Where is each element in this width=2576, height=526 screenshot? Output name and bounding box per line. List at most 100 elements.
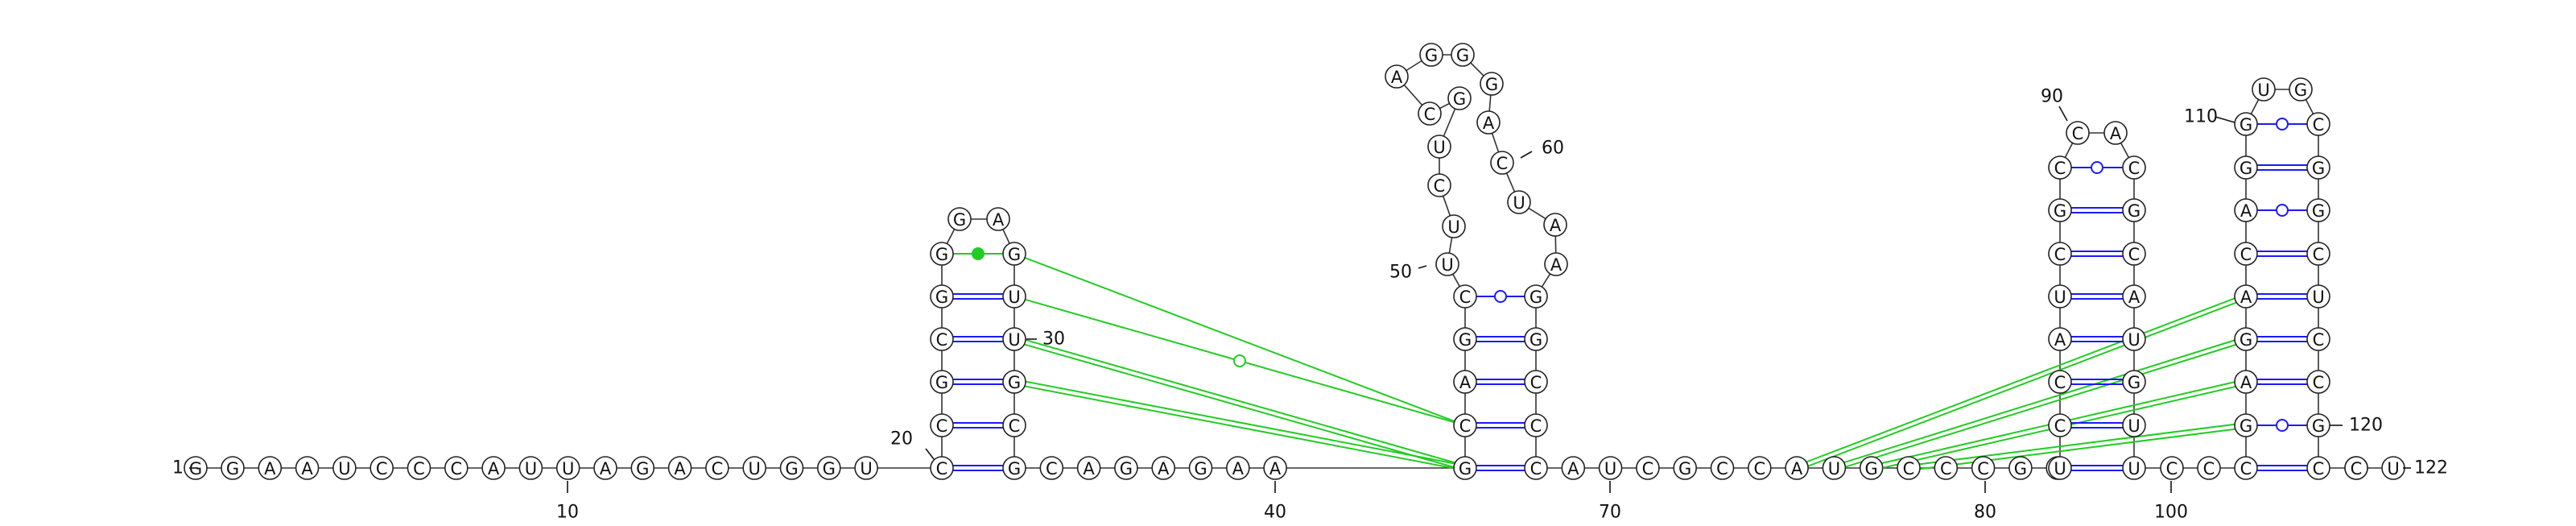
nucleotide-letter: A (2240, 288, 2252, 307)
nucleotide-circle (2122, 284, 2146, 309)
nucleotide-circle (742, 456, 767, 480)
nucleotide-letter: U (2128, 416, 2140, 436)
nucleotide-letter: U (1828, 459, 1840, 478)
nucleotide-letter: G (2128, 201, 2140, 221)
nucleotide-circle (2048, 155, 2072, 180)
nucleotide-letter: C (1530, 416, 1542, 436)
nucleotide-circle (2234, 242, 2258, 266)
nucleotide-letter: U (562, 459, 574, 478)
nucleotide-circle (2103, 121, 2128, 145)
nucleotide-letter: A (301, 459, 313, 478)
nucleotide-circle (221, 456, 245, 480)
position-label: 50 (1389, 263, 1412, 283)
nucleotide-circle (2234, 456, 2258, 480)
position-label: 80 (1974, 503, 1996, 523)
nucleotide-letter: C (2313, 245, 2325, 264)
nucleotide-letter: U (1513, 193, 1525, 213)
nucleotide-circle (2048, 327, 2072, 351)
nucleotide-circle (2122, 155, 2146, 180)
nucleotide-circle (2306, 242, 2330, 266)
nucleotide-letter: A (2240, 201, 2252, 221)
nucleotide-circle (444, 456, 469, 480)
nucleotide-letter: A (1232, 459, 1245, 478)
nucleotide-letter: U (1433, 138, 1445, 157)
nucleotide-letter: C (1496, 154, 1509, 173)
nucleotide-letter: U (1441, 255, 1453, 275)
nucleotide-letter: C (712, 459, 724, 478)
nucleotide-letter: G (2240, 159, 2252, 178)
nucleotide-letter: G (2240, 115, 2252, 135)
nucleotide-circle (2048, 242, 2072, 266)
nucleotide-letter: C (1753, 459, 1765, 478)
nucleotide-letter: G (1530, 288, 1542, 307)
nucleotide-letter: G (189, 459, 202, 478)
position-tick (1418, 265, 1427, 269)
nucleotide-letter: G (935, 288, 948, 307)
nucleotide-circle (1859, 456, 1884, 480)
nucleotide-letter: A (1550, 255, 1563, 275)
nucleotide-circle (1114, 456, 1138, 480)
nucleotide-letter: A (1459, 373, 1472, 392)
position-label: 70 (1599, 503, 1621, 523)
nucleotide-letter: G (1485, 75, 1498, 94)
nucleotide-letter: C (1716, 459, 1728, 478)
nucleotide-circle (1427, 135, 1451, 159)
nucleotide-letter: U (2257, 81, 2269, 100)
nucleotide-circle (630, 456, 655, 480)
nucleotide-letter: G (935, 373, 948, 392)
nucleotide-circle (2197, 456, 2221, 480)
nucleotide-letter: G (953, 210, 966, 230)
tertiary-interaction-line (1013, 253, 1466, 426)
nucleotide-letter: C (2072, 124, 2084, 143)
nucleotide-circle (930, 327, 954, 351)
nucleotide-letter: U (2054, 459, 2066, 478)
nucleotide-letter: C (1046, 459, 1058, 478)
nucleotide-circle (1002, 456, 1026, 480)
wobble-pair-marker (2276, 419, 2289, 432)
nucleotide-letter: G (2014, 459, 2027, 478)
nucleotide-circle (2048, 456, 2072, 480)
position-label: 120 (2349, 416, 2383, 436)
nucleotide-circle (2234, 112, 2258, 136)
nucleotide-letter: G (2294, 81, 2307, 100)
position-label: 40 (1264, 503, 1286, 523)
nucleotide-circle (1453, 284, 1477, 309)
nucleotide-circle (1002, 327, 1026, 351)
nucleotide-circle (1934, 456, 1959, 480)
nucleotide-letter: A (1158, 459, 1170, 478)
nucleotide-letter: U (2387, 459, 2399, 478)
nucleotide-circle (555, 456, 580, 480)
nucleotide-circle (1673, 456, 1697, 480)
nucleotide-circle (593, 456, 617, 480)
nucleotide-letter: G (2312, 416, 2325, 436)
nucleotide-circle (2122, 413, 2146, 437)
nucleotide-circle (1480, 72, 1504, 96)
wobble-pair-marker (2091, 161, 2103, 174)
nucleotide-circle (779, 456, 804, 480)
nucleotide-letter: C (2203, 459, 2215, 478)
position-tick (1520, 151, 1533, 159)
nucleotide-circle (2306, 284, 2330, 309)
nucleotide-circle (2122, 370, 2146, 394)
tertiary-interaction-line (1013, 383, 1466, 471)
nucleotide-circle (1418, 101, 1442, 126)
nucleotide-letter: C (2313, 330, 2325, 350)
nucleotide-circle (2066, 121, 2090, 145)
nucleotide-circle (1435, 252, 1459, 276)
nucleotide-circle (2122, 198, 2146, 222)
nucleotide-letter: A (1567, 459, 1579, 478)
nucleotide-circle (930, 370, 954, 394)
nucleotide-letter: G (1865, 459, 1878, 478)
nucleotide-letter: C (1903, 459, 1915, 478)
tertiary-interaction-line (1834, 336, 2247, 466)
nucleotide-letter: C (2313, 115, 2325, 135)
nucleotide-circle (1524, 327, 1548, 351)
nucleotide-circle (1748, 456, 1772, 480)
nucleotide-letter: C (2128, 245, 2140, 264)
nucleotide-letter: C (936, 330, 948, 350)
nucleotide-circle (930, 413, 954, 437)
nucleotide-circle (2234, 370, 2258, 394)
nucleotide-letter: G (226, 459, 239, 478)
nucleotide-circle (2234, 155, 2258, 180)
nucleotide-letter: C (1424, 105, 1436, 124)
